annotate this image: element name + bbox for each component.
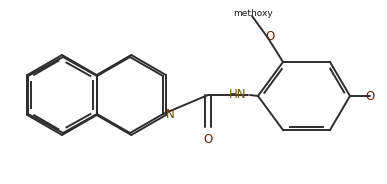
Text: O: O: [265, 29, 275, 43]
Text: methoxy: methoxy: [233, 10, 273, 19]
Text: O: O: [365, 89, 375, 102]
Text: N: N: [166, 107, 175, 121]
Text: HN: HN: [228, 88, 246, 100]
Text: O: O: [204, 133, 212, 146]
